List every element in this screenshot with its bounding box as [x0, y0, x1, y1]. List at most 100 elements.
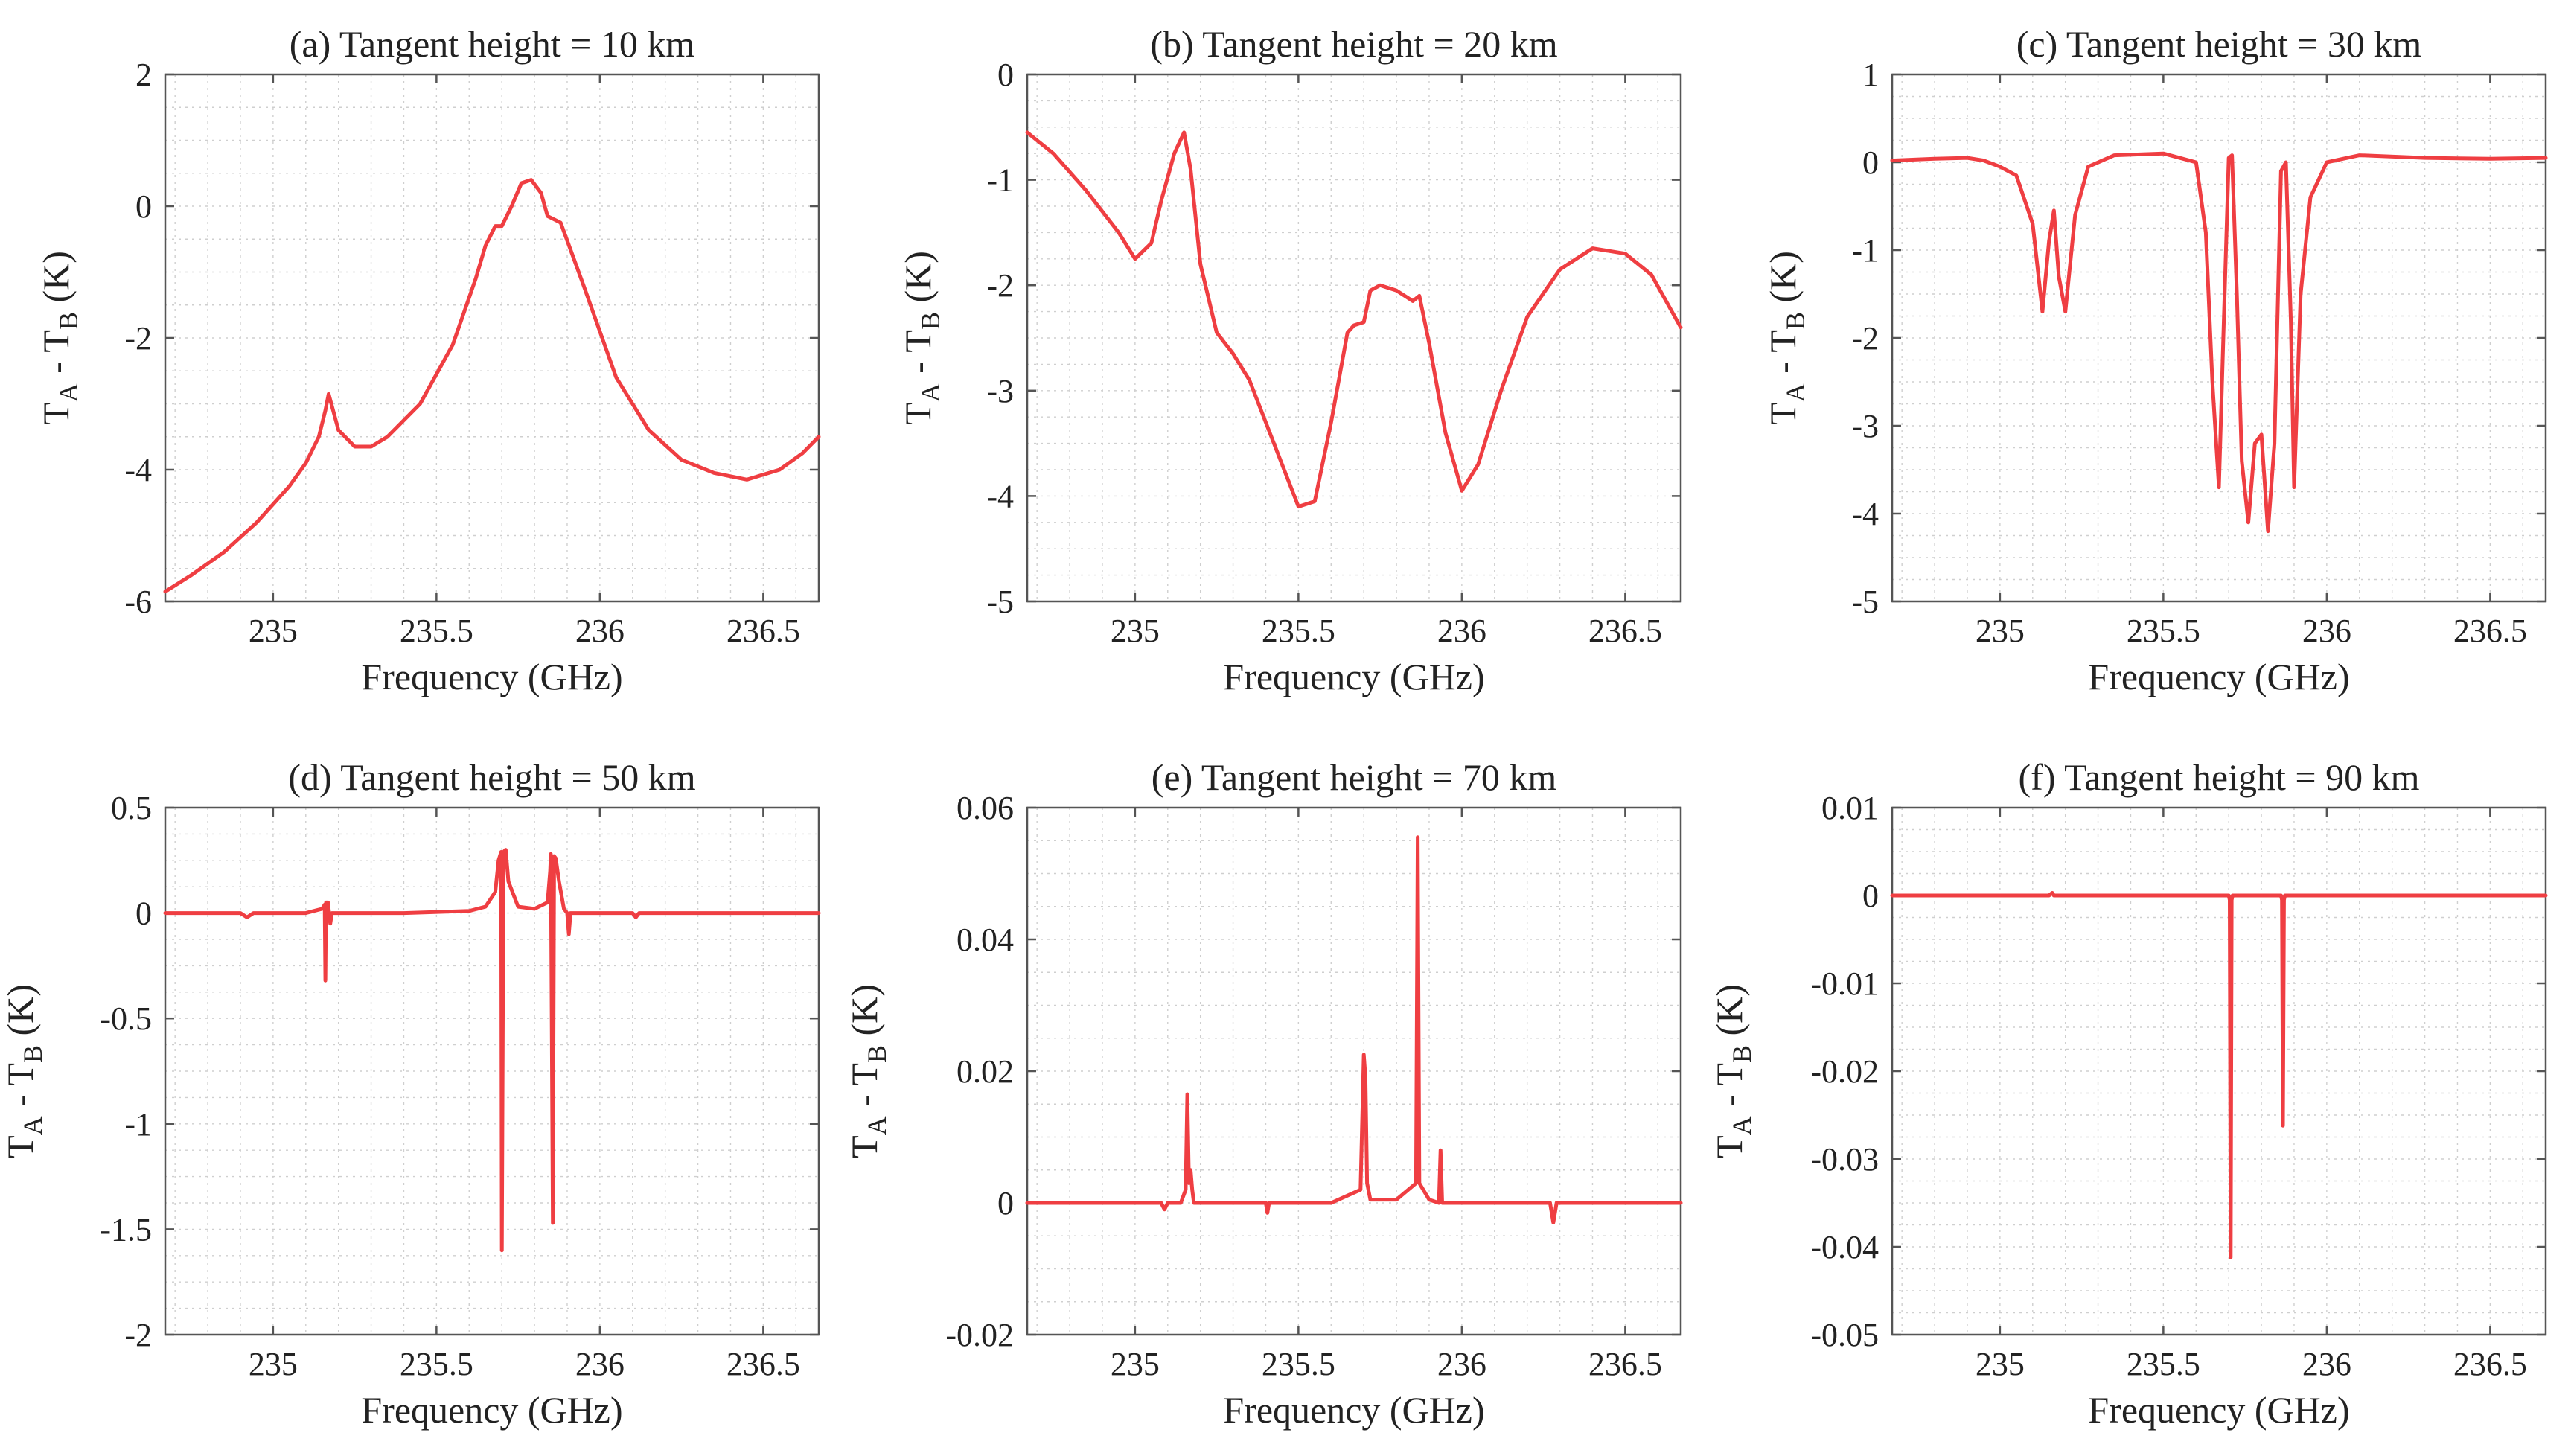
y-axis-label: TA - TB (K) — [0, 984, 48, 1158]
x-tick-label: 235 — [1976, 613, 2025, 649]
y-tick-label: -3 — [1851, 408, 1879, 444]
x-tick-label: 236 — [575, 1346, 625, 1382]
data-series-line — [1025, 835, 1683, 1224]
y-axis-label-part: T — [1762, 402, 1804, 425]
y-tick-label: 0.06 — [956, 790, 1014, 826]
y-axis-label-subscript: B — [1727, 1045, 1757, 1063]
plot-frame — [1026, 73, 1682, 603]
x-tick-label: 235.5 — [1262, 1346, 1335, 1382]
x-tick-label: 236 — [1437, 1346, 1486, 1382]
y-tick-label: -1 — [124, 1106, 152, 1143]
y-tick-label: -0.03 — [1810, 1141, 1879, 1178]
y-tick-label: 0 — [1862, 144, 1879, 181]
y-axis-label-subscript: B — [1780, 312, 1810, 330]
y-axis-label: TA - TB (K) — [897, 251, 945, 425]
y-tick-label: -5 — [986, 584, 1014, 620]
y-tick-label: 0 — [1862, 878, 1879, 914]
chart-title: (b) Tangent height = 20 km — [1150, 23, 1557, 65]
y-tick-label: -5 — [1851, 584, 1879, 620]
chart-panel-c: 235 235.5 236 236.5 -5 -4 -3 -2 -1 0 1 (c) Tangent … — [1762, 23, 2548, 697]
x-tick-label: 236.5 — [726, 613, 800, 649]
y-axis-label-part: - T — [35, 330, 77, 383]
chart-title: (c) Tangent height = 30 km — [2016, 23, 2422, 65]
plot-frame — [164, 73, 820, 603]
y-tick-label: 0 — [135, 895, 152, 932]
y-tick-label: 0.01 — [1821, 790, 1879, 826]
x-axis-label: Frequency (GHz) — [361, 1389, 622, 1431]
y-axis-label-part: T — [1708, 1135, 1750, 1158]
x-tick-label: 235.5 — [2127, 1346, 2200, 1382]
x-tick-label: 236 — [2302, 1346, 2351, 1382]
x-axis-label: Frequency (GHz) — [1223, 1389, 1484, 1431]
x-axis-label: Frequency (GHz) — [2088, 656, 2349, 697]
data-series-line — [1890, 151, 2548, 534]
y-axis-label: TA - TB (K) — [1708, 984, 1757, 1158]
y-tick-label: -0.02 — [1810, 1053, 1879, 1090]
y-axis-label-part: - T — [1762, 330, 1804, 383]
y-tick-label: -0.04 — [1810, 1229, 1879, 1265]
y-axis-label-part: (K) — [1762, 251, 1804, 312]
y-axis-label-subscript: A — [1780, 383, 1810, 402]
x-tick-label: 236 — [1437, 613, 1486, 649]
y-axis-label-subscript: B — [18, 1045, 48, 1063]
chart-title: (a) Tangent height = 10 km — [290, 23, 695, 65]
plot-frame — [1891, 806, 2547, 1336]
data-series-line — [1025, 130, 1683, 509]
x-tick-label: 236 — [575, 613, 625, 649]
chart-title: (f) Tangent height = 90 km — [2019, 756, 2420, 798]
x-tick-label: 236.5 — [726, 1346, 800, 1382]
y-tick-label: 0.02 — [956, 1053, 1014, 1090]
y-tick-label: 0 — [135, 188, 152, 225]
y-tick-label: -2 — [986, 267, 1014, 304]
y-axis-label-part: T — [0, 1135, 41, 1158]
y-axis-label-subscript: A — [54, 383, 83, 402]
plot-frame — [1891, 73, 2547, 603]
x-tick-label: 235 — [1976, 1346, 2025, 1382]
y-axis-label-part: T — [897, 402, 939, 425]
y-axis-label-part: T — [843, 1135, 885, 1158]
y-tick-label: 0.5 — [111, 790, 152, 826]
y-axis-label-subscript: B — [916, 312, 945, 330]
y-tick-label: -3 — [986, 373, 1014, 409]
y-tick-label: -1 — [986, 162, 1014, 199]
chart-panel-e: 235 235.5 236 236.5 -0.02 0 0.02 0.04 0.06 (e) Ta… — [843, 756, 1683, 1431]
y-tick-label: -2 — [1851, 320, 1879, 357]
y-axis-label-part: - T — [843, 1063, 885, 1116]
y-axis-label-part: - T — [1708, 1063, 1750, 1116]
y-axis-label-part: (K) — [897, 251, 939, 312]
plot-frame — [164, 806, 820, 1336]
y-axis-label-part: (K) — [35, 251, 77, 312]
chart-title: (e) Tangent height = 70 km — [1152, 756, 1557, 798]
chart-title: (d) Tangent height = 50 km — [288, 756, 695, 798]
data-series-line — [1890, 891, 2548, 1259]
y-axis-label-subscript: A — [916, 383, 945, 402]
y-axis-label-part: - T — [0, 1063, 41, 1116]
y-tick-label: -6 — [124, 584, 152, 620]
y-tick-label: 0 — [997, 1185, 1014, 1222]
y-tick-label: -4 — [986, 478, 1014, 514]
x-tick-label: 235.5 — [400, 1346, 473, 1382]
y-axis-label-part: (K) — [0, 984, 41, 1045]
y-tick-label: -0.02 — [945, 1317, 1014, 1353]
x-tick-label: 235 — [1111, 1346, 1160, 1382]
data-series-line — [163, 178, 821, 594]
y-axis-label-subscript: B — [54, 312, 83, 330]
y-tick-label: 2 — [135, 57, 152, 93]
chart-panel-b: 235 235.5 236 236.5 -5 -4 -3 -2 -1 0 (b) Tangent h… — [897, 23, 1683, 697]
x-tick-label: 235 — [249, 613, 298, 649]
y-tick-label: 1 — [1862, 57, 1879, 93]
chart-panel-a: 235 235.5 236 236.5 -6 -4 -2 0 2 (a) Tangent heig… — [35, 23, 821, 697]
y-axis-label-subscript: B — [862, 1045, 892, 1063]
chart-panel-f: 235 235.5 236 236.5 -0.05 -0.04 -0.03 -0.02 -0.0… — [1708, 756, 2548, 1431]
x-tick-label: 235 — [249, 1346, 298, 1382]
y-axis-label: TA - TB (K) — [843, 984, 892, 1158]
y-tick-label: -2 — [124, 1317, 152, 1353]
x-tick-label: 235 — [1111, 613, 1160, 649]
x-axis-label: Frequency (GHz) — [361, 656, 622, 697]
x-tick-label: 235.5 — [1262, 613, 1335, 649]
x-tick-label: 235.5 — [400, 613, 473, 649]
x-tick-label: 236.5 — [2453, 613, 2527, 649]
y-axis-label-subscript: A — [862, 1116, 892, 1135]
x-tick-label: 236.5 — [2453, 1346, 2527, 1382]
